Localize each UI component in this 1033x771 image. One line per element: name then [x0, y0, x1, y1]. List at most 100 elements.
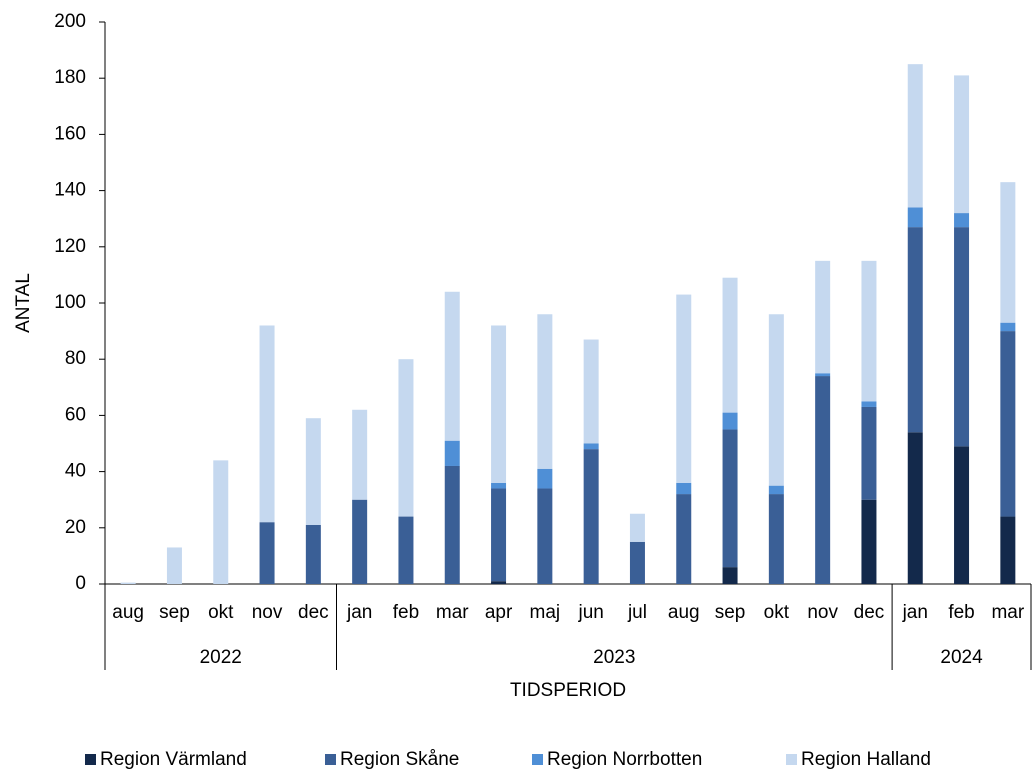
bar-segment [907, 64, 923, 208]
bar-segment [444, 291, 460, 441]
x-tick-label: mar [436, 602, 469, 623]
legend-swatch [325, 754, 336, 765]
bar-segment [398, 359, 414, 517]
bar-segment [491, 488, 507, 582]
x-tick-label: jun [577, 602, 603, 623]
x-tick-label: apr [485, 602, 513, 623]
bar-segment [861, 406, 877, 500]
y-tick-label: 60 [65, 404, 86, 425]
bar-segment [1000, 322, 1016, 332]
x-tick-label: okt [208, 602, 234, 623]
y-tick-label: 40 [65, 461, 86, 482]
bar-segment [907, 227, 923, 433]
bar-segment [629, 541, 645, 584]
bar-segment [537, 468, 553, 489]
bar-segment [722, 277, 738, 413]
legend-swatch [85, 754, 96, 765]
bar-segment [1000, 182, 1016, 323]
x-tick-label: dec [298, 602, 329, 623]
bar-segment [722, 429, 738, 568]
y-axis-title: ANTAL [13, 273, 34, 333]
x-tick-label: aug [112, 602, 144, 623]
x-tick-label: mar [991, 602, 1024, 623]
bar-segment [629, 513, 645, 542]
bar-segment [954, 213, 970, 228]
legend-label: Region Norrbotten [547, 749, 702, 770]
y-tick-label: 100 [54, 292, 86, 313]
bar-segment [444, 465, 460, 584]
bar-segment [491, 325, 507, 483]
bar-segment [537, 314, 553, 469]
bar-segment [861, 499, 877, 584]
legend-label: Region Värmland [100, 749, 247, 770]
x-tick-label: okt [764, 602, 790, 623]
x-tick-label: jan [346, 602, 372, 623]
legend-swatch [786, 754, 797, 765]
y-tick-label: 160 [54, 123, 86, 144]
bar-segment [815, 376, 831, 584]
y-tick-label: 140 [54, 180, 86, 201]
bar-segment [305, 418, 321, 525]
x-tick-label: feb [393, 602, 419, 623]
bar-segment [583, 339, 599, 444]
bar-segment [722, 567, 738, 584]
group-label: 2023 [593, 647, 635, 668]
bar-segment [768, 485, 784, 495]
bar-segment [213, 460, 229, 584]
bar-segment [1000, 331, 1016, 517]
bar-segment [259, 522, 275, 584]
legend-swatch [532, 754, 543, 765]
group-label: 2022 [200, 647, 242, 668]
x-tick-label: nov [807, 602, 838, 623]
y-tick-label: 180 [54, 67, 86, 88]
bar-segment [907, 432, 923, 584]
bar-segment [861, 401, 877, 407]
x-tick-label: nov [252, 602, 283, 623]
bar-segment [352, 409, 368, 500]
bar-segment [305, 524, 321, 584]
y-tick-label: 120 [54, 236, 86, 257]
bar-segment [815, 260, 831, 374]
y-tick-label: 200 [54, 11, 86, 32]
bar-segment [583, 449, 599, 584]
bar-segment [954, 446, 970, 584]
x-tick-label: maj [530, 602, 561, 623]
y-tick-label: 0 [75, 573, 86, 594]
x-tick-label: aug [668, 602, 700, 623]
bar-segment [907, 207, 923, 228]
bar-segment [861, 260, 877, 402]
bar-segment [676, 294, 692, 483]
bar-segment [120, 582, 136, 584]
bar-segment [166, 547, 182, 584]
bar-segment [398, 516, 414, 584]
bar-segment [954, 75, 970, 214]
bar-segment [954, 227, 970, 447]
bar-segment [352, 499, 368, 584]
bar-segment [444, 440, 460, 466]
bar-segment [676, 482, 692, 495]
bar-segment [259, 325, 275, 523]
x-tick-label: jan [902, 602, 928, 623]
x-tick-label: feb [948, 602, 974, 623]
bar-segment [491, 482, 507, 489]
bar-segment [768, 314, 784, 486]
legend-label: Region Halland [801, 749, 931, 770]
x-axis-title: TIDSPERIOD [510, 680, 626, 701]
x-tick-label: dec [854, 602, 885, 623]
bar-segment [815, 373, 831, 377]
bar-segment [676, 494, 692, 584]
x-tick-label: sep [159, 602, 190, 623]
bar-segment [722, 412, 738, 430]
bar-segment [1000, 516, 1016, 584]
bar-segment [491, 581, 507, 584]
legend-label: Region Skåne [340, 749, 459, 770]
bar-segment [537, 488, 553, 584]
y-tick-label: 20 [65, 517, 86, 538]
x-tick-label: jul [627, 602, 647, 623]
bar-segment [583, 443, 599, 450]
bar-segment [768, 494, 784, 584]
y-tick-label: 80 [65, 348, 86, 369]
group-label: 2024 [940, 647, 983, 668]
x-tick-label: sep [715, 602, 746, 623]
